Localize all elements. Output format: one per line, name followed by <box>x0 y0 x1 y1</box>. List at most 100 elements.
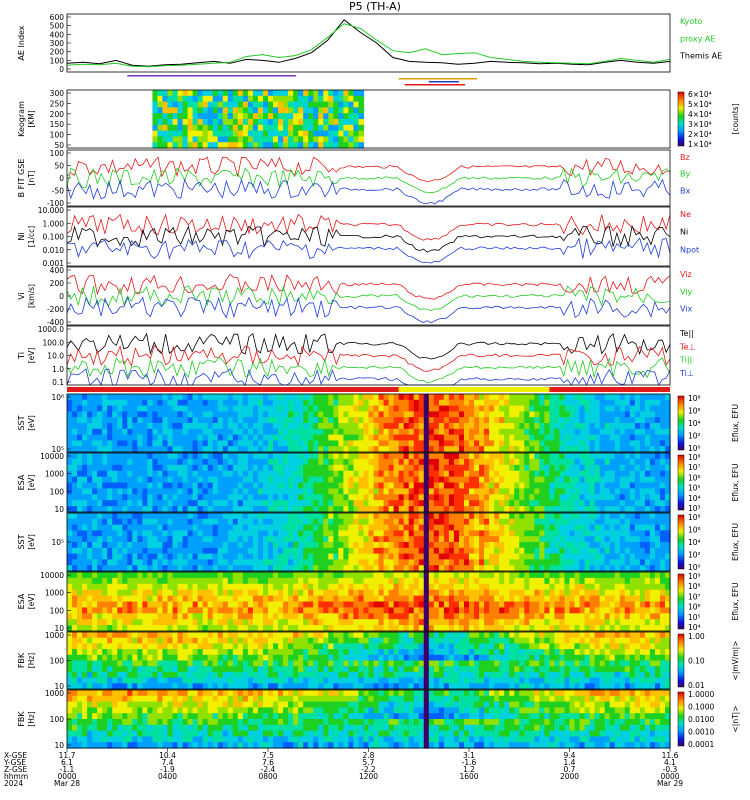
colorbar-tick-label: 1.0000 <box>688 690 714 699</box>
y-tick-label: 300 <box>50 39 65 48</box>
y-tick-label: 10⁵ <box>51 538 64 547</box>
y-tick-label: 10.000 <box>38 206 64 215</box>
y-axis-unit: [km/s] <box>27 284 36 308</box>
y-tick-label: 50 <box>54 162 64 171</box>
y-axis-unit: [eV] <box>27 594 36 610</box>
legend-label: Te⊥ <box>679 342 695 351</box>
y-axis-unit: [1/cc] <box>27 226 36 247</box>
panel-bfield: Bz By Bx 100 50 0 -50 -100 B FIT GSE [nT] <box>17 149 690 208</box>
time-axis-z: -2.4 <box>261 765 276 774</box>
y-tick-label: 0 <box>59 65 64 74</box>
series-kyoto-proxy-ae <box>66 23 671 68</box>
series-ne <box>66 213 671 241</box>
series-by <box>66 167 671 194</box>
time-axis-x: 11.6 <box>662 751 679 760</box>
colorbar-tick-label: 10³ <box>688 504 701 513</box>
colorbar-label: Eflux, EFU <box>731 404 740 442</box>
legend-label: Kyoto <box>680 17 702 26</box>
y-axis-label: Ni <box>17 232 26 240</box>
time-axis-y: 1.4 <box>564 758 576 767</box>
panel-frame <box>66 206 671 267</box>
colorbar <box>677 514 685 570</box>
y-tick-label: 600 <box>50 13 65 22</box>
panel-frame <box>66 452 671 513</box>
legend-label: Vix <box>680 305 693 314</box>
panel-velocity: Viz Viy Vix 400 200 0 -200 -400 Vi [km/s] <box>17 266 693 327</box>
series-ti- <box>66 368 671 387</box>
time-axis-x: 7.5 <box>262 751 274 760</box>
colorbar-tick-label: 0.0001 <box>688 740 714 749</box>
legend-label: Ti⊥ <box>679 369 694 378</box>
time-axis-z: -2.2 <box>361 765 376 774</box>
colorbar-tick-label: 10⁸ <box>688 582 701 591</box>
y-tick-label: 0.1 <box>52 378 64 387</box>
colorbar-label: Eflux, EFU <box>731 464 740 502</box>
time-axis-y: -1.6 <box>462 758 477 767</box>
panel-sst_elec: 10⁸ 10⁶ 10⁴ 10² 10⁰ Eflux, EFU 10⁵ SST [eV] <box>17 512 740 572</box>
time-axis-y: 6.1 <box>61 758 73 767</box>
colorbar-label: <|nT|> <box>731 706 740 733</box>
time-axis-hhmm: 0800 <box>258 772 277 781</box>
y-tick-label: 10 <box>54 682 64 691</box>
series-bz <box>66 156 671 183</box>
legend-label: Ni <box>680 228 688 237</box>
time-axis-z: 1.2 <box>463 765 475 774</box>
panel-frame <box>66 266 671 326</box>
time-axis-hhmm: 0400 <box>158 772 177 781</box>
y-axis-label: ESA <box>17 474 26 490</box>
colorbar-tick-label: 0.0100 <box>688 715 714 724</box>
panel-fbk_e: 1.00 0.10 0.01 <|mV/m|> 1000 100 10 FBK [Hz] <box>17 631 740 691</box>
colorbar-tick-label: 10⁴ <box>688 538 701 547</box>
colorbar-label: <|mV/m|> <box>731 641 740 681</box>
y-axis-unit: [eV] <box>27 534 36 550</box>
y-tick-label: 400 <box>50 266 65 275</box>
time-axis-date: Mar 29 <box>657 779 683 788</box>
colorbar-tick-label: 10² <box>688 432 701 441</box>
y-tick-label: 100.0 <box>43 338 65 347</box>
time-axis-x: 11.7 <box>59 751 76 760</box>
y-tick-label: 500 <box>50 22 65 31</box>
colorbar-tick-label: 10⁷ <box>688 592 701 601</box>
y-axis-label: Vi <box>17 292 26 300</box>
mode-status-bar-segment <box>398 387 550 392</box>
y-axis-unit: [Hz] <box>27 711 36 727</box>
colorbar-tick-label: 10² <box>688 551 701 560</box>
series-viy <box>66 285 671 312</box>
colorbar-tick-label: 10⁴ <box>688 494 701 503</box>
y-tick-label: 100 <box>50 715 65 724</box>
time-axis-x: 2.8 <box>363 751 375 760</box>
y-axis-unit: [eV] <box>27 348 36 364</box>
colorbar-tick-label: 10⁶ <box>688 526 701 535</box>
time-axis: X-GSEY-GSEZ-GSEhhmm202411.76.1-1.10000Ma… <box>3 748 683 788</box>
colorbar-label: Eflux, EFU <box>731 583 740 621</box>
y-tick-label: -400 <box>47 318 64 327</box>
plot-title: P5 (TH-A) <box>349 0 401 13</box>
y-tick-label: 0 <box>59 292 64 301</box>
y-tick-label: 1000 <box>45 631 64 640</box>
time-axis-hhmm: 1200 <box>359 772 378 781</box>
y-tick-label: 1.0 <box>52 365 64 374</box>
time-axis-x: 10.4 <box>159 751 176 760</box>
y-tick-label: 200 <box>50 48 65 57</box>
sst_ion-spectrogram <box>67 394 671 453</box>
y-tick-label: 100 <box>50 56 65 65</box>
legend-label: Te|| <box>679 329 694 338</box>
y-axis-label: SST <box>17 534 26 549</box>
y-tick-label: 1000 <box>45 470 64 479</box>
series-vix <box>66 296 671 324</box>
y-tick-label: 0.001 <box>43 259 65 268</box>
fbk_e-spectrogram <box>67 632 671 690</box>
y-tick-label: 100 <box>50 606 65 615</box>
y-tick-label: -200 <box>47 305 64 314</box>
time-axis-hhmm: 2000 <box>560 772 579 781</box>
y-axis-unit: [eV] <box>27 475 36 491</box>
y-axis-label: AE Index <box>17 25 26 60</box>
y-axis-unit: [eV] <box>27 415 36 431</box>
time-axis-row-label: Y-GSE <box>3 758 26 767</box>
legend-label: proxy AE <box>680 34 715 43</box>
y-tick-label: -50 <box>52 187 64 196</box>
y-axis-unit: [KM] <box>27 110 36 127</box>
